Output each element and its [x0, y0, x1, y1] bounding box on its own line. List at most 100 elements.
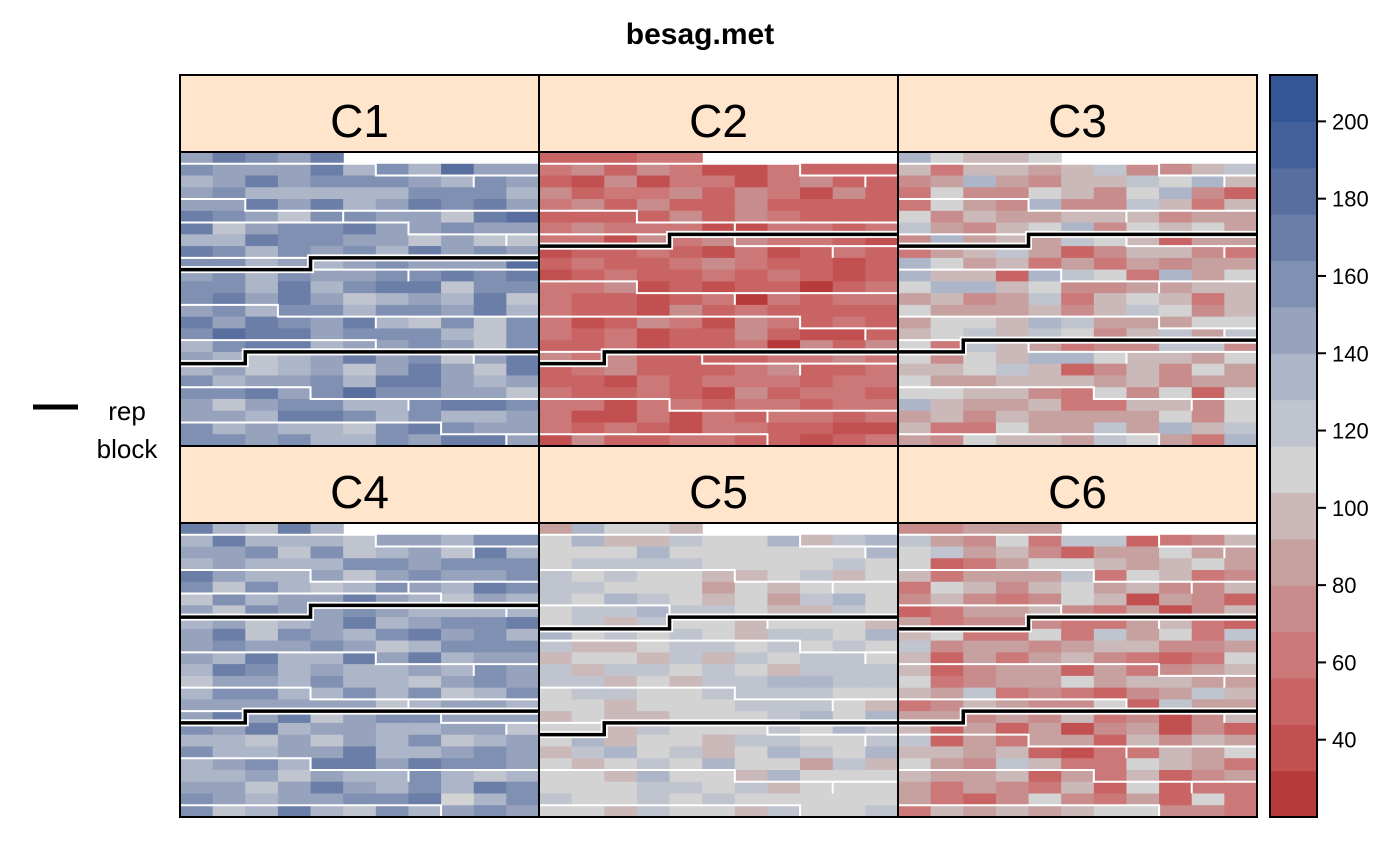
heatmap-cell — [212, 758, 246, 771]
rep-boundaries — [539, 613, 898, 739]
heatmap-cell — [245, 316, 279, 329]
heatmap-cell — [1159, 593, 1193, 606]
heatmap-cell — [408, 758, 442, 771]
heatmap-cell — [930, 746, 964, 759]
heatmap-cell — [277, 328, 312, 341]
heatmap-cell — [539, 398, 573, 412]
heatmap-cell — [180, 304, 214, 318]
heatmap-cell — [832, 805, 866, 818]
heatmap-cell — [571, 293, 605, 306]
heatmap-cell — [734, 293, 769, 306]
heatmap-cell — [604, 422, 638, 435]
heatmap-cell — [473, 546, 507, 559]
heatmap-cell — [800, 570, 834, 583]
heatmap-cell — [1126, 187, 1160, 200]
heatmap-cell — [1159, 387, 1193, 400]
heatmap-cell — [669, 746, 703, 759]
heatmap-cell — [930, 222, 964, 235]
heatmap-cell — [1061, 175, 1095, 188]
heatmap-cell — [1224, 281, 1258, 294]
heatmap-cell — [604, 675, 638, 689]
heatmap-cell — [1028, 546, 1062, 559]
heatmap-cell — [1126, 758, 1160, 771]
heatmap-cell — [702, 187, 736, 200]
heatmap-cell — [995, 434, 1030, 447]
heatmap-cell — [343, 175, 377, 188]
heatmap-cell — [375, 269, 410, 282]
heatmap-cell — [1159, 746, 1193, 759]
heatmap-cell — [1126, 640, 1160, 653]
heatmap-cell — [1224, 652, 1258, 665]
heatmap-cell — [212, 434, 246, 447]
heatmap-cell — [995, 281, 1030, 294]
heatmap-cell — [571, 805, 605, 818]
heatmap-cell — [245, 793, 279, 806]
heatmap-cell — [1061, 187, 1095, 200]
heatmap-cell — [1224, 758, 1258, 771]
heatmap-cell — [1028, 152, 1062, 165]
heatmap-cell — [800, 793, 834, 806]
heatmap-cell — [310, 210, 344, 224]
heatmap-cell — [343, 234, 377, 247]
panel-c3: C3 — [897, 74, 1258, 458]
heatmap-cell — [702, 387, 736, 400]
heatmap-cell — [734, 534, 769, 548]
rep-boundary — [180, 603, 539, 619]
heatmap-cell — [245, 175, 279, 188]
heatmap-cell — [767, 758, 801, 771]
heatmap-cell — [245, 769, 279, 783]
heatmap-cell — [604, 805, 638, 818]
heatmap-cell — [995, 605, 1030, 618]
heatmap-cell — [1159, 351, 1193, 365]
heatmap-cell — [441, 210, 475, 224]
heatmap-cell — [669, 304, 703, 318]
heatmap-cell — [408, 269, 442, 282]
heatmap-cell — [832, 687, 866, 700]
heatmap-cell — [473, 664, 507, 677]
heatmap-cell — [539, 387, 573, 400]
heatmap-cell — [767, 163, 801, 177]
heatmap-cell — [1159, 628, 1193, 642]
colorbar-segment — [1270, 677, 1317, 725]
heatmap-cell — [506, 269, 540, 282]
heatmap-cell — [930, 687, 964, 700]
heatmap-cell — [930, 363, 964, 377]
heatmap-cell — [1191, 628, 1225, 642]
block-boundary — [539, 315, 898, 330]
heatmap-cell — [1191, 758, 1225, 771]
heatmap-cell — [1191, 781, 1225, 795]
heatmap-cell — [539, 304, 573, 318]
block-boundary — [539, 686, 898, 701]
heatmap-cell — [245, 410, 279, 424]
heatmap-cell — [1191, 210, 1225, 224]
heatmap-cell — [245, 434, 279, 447]
heatmap-cell — [212, 398, 246, 412]
heatmap-cell — [930, 328, 964, 341]
heatmap-cell — [310, 628, 344, 642]
heatmap-cell — [408, 664, 442, 677]
heatmap-cell — [1224, 581, 1258, 595]
heatmap-cell — [767, 558, 801, 571]
heatmap-cell — [212, 558, 246, 571]
heatmap-cell — [441, 163, 475, 177]
heatmap-cell — [963, 758, 997, 771]
heatmap-cell — [604, 434, 638, 447]
heatmap-cell — [277, 375, 312, 388]
block-boundaries — [180, 162, 539, 446]
heatmap-cell — [767, 699, 801, 712]
heatmap-cell — [767, 199, 801, 212]
heatmap-cell — [408, 410, 442, 424]
heatmap-cell — [1224, 558, 1258, 571]
heatmap-cell — [1126, 593, 1160, 606]
heatmap-cell — [571, 199, 605, 212]
heatmap-cell — [734, 363, 769, 377]
heatmap-cell — [539, 758, 573, 771]
heatmap-cell — [441, 328, 475, 341]
heatmap-cell — [180, 746, 214, 759]
heatmap-cell — [571, 793, 605, 806]
heatmap-cell — [669, 293, 703, 306]
heatmap-cell — [767, 781, 801, 795]
heatmap-cell — [310, 746, 344, 759]
heatmap-cell — [506, 558, 540, 571]
heatmap-cell — [375, 640, 410, 653]
